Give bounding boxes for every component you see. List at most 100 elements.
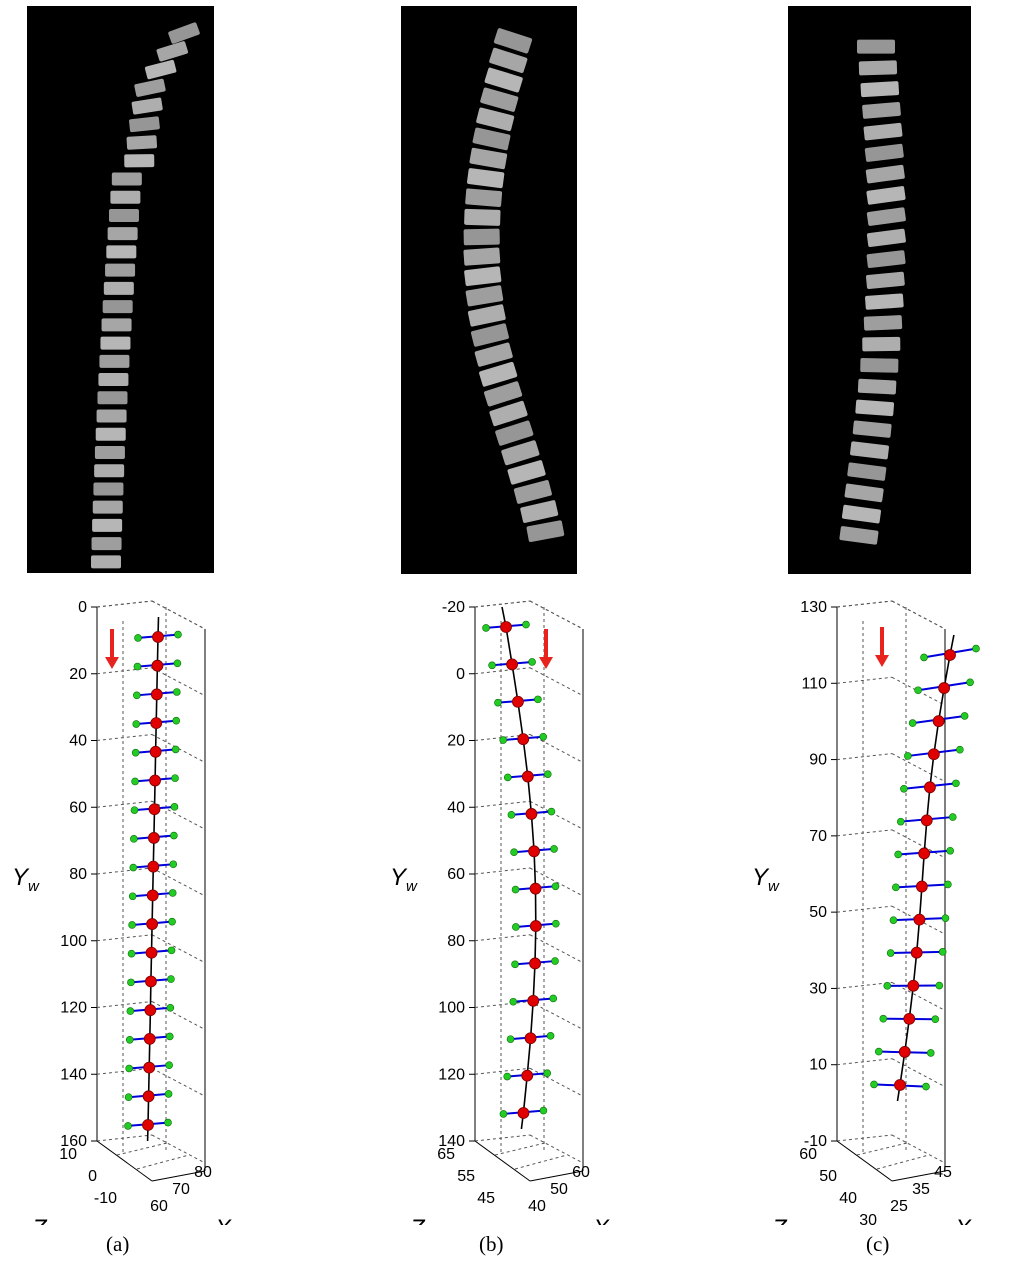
center-dot <box>915 880 928 893</box>
z-tick-label: 0 <box>88 1168 97 1185</box>
endpoint-dot <box>131 777 139 786</box>
vertebra-body <box>467 304 506 327</box>
y-axis-name: Y <box>752 864 770 891</box>
endpoint-dot <box>552 919 560 928</box>
grid-line <box>529 1134 584 1164</box>
vertebra-marker <box>503 1069 552 1082</box>
vertebra <box>467 304 506 327</box>
y-tick-label: 60 <box>447 866 465 883</box>
y-tick-label: 40 <box>447 799 465 816</box>
vertebra <box>474 342 513 367</box>
vertebra-body <box>507 460 546 485</box>
center-dot <box>528 845 540 858</box>
y-tick-label: 20 <box>447 733 465 750</box>
center-dot <box>147 860 160 873</box>
endpoint-dot <box>165 1061 173 1069</box>
endpoint-dot <box>125 1064 133 1073</box>
endpoint-dot <box>125 1035 134 1044</box>
vertebra-marker <box>131 745 180 758</box>
vertebra-body <box>852 420 892 438</box>
y-tick-label: 70 <box>809 828 827 845</box>
vertebra <box>467 168 505 189</box>
grid-line <box>891 753 946 783</box>
endpoint-dot <box>931 1015 940 1024</box>
vertebra <box>101 318 132 332</box>
vertebrae-image-b <box>463 28 565 543</box>
vertebra-body <box>94 464 125 478</box>
vertebra <box>465 188 503 208</box>
z-tick-label: 60 <box>799 1146 817 1163</box>
vertebra-marker <box>904 745 964 761</box>
vertebra-body <box>844 483 884 503</box>
endpoint-dot <box>506 1035 515 1043</box>
endpoint-dot <box>941 914 950 922</box>
grid-line <box>474 800 531 808</box>
floor-edge <box>474 1140 531 1182</box>
grid-line <box>151 667 206 697</box>
center-dot <box>521 1069 534 1082</box>
center-dot <box>146 889 159 902</box>
endpoint-dot <box>124 1093 133 1101</box>
grid-line <box>529 800 584 830</box>
y-tick-label: 100 <box>438 1000 465 1017</box>
vertebra-body <box>469 147 508 170</box>
vertebra-body <box>864 143 904 162</box>
y-tick-label: 120 <box>438 1066 465 1083</box>
vertebra <box>94 464 125 478</box>
endpoint-dot <box>509 997 518 1006</box>
vertebra-body <box>493 28 533 54</box>
grid-line <box>96 734 153 741</box>
vertebra <box>844 483 884 503</box>
vertebra <box>108 208 139 222</box>
y-tick-label: 0 <box>456 666 465 683</box>
grid-line <box>96 600 153 608</box>
x-tick-label: 60 <box>150 1198 168 1215</box>
vertebra <box>850 441 889 460</box>
center-dot <box>149 745 162 758</box>
grid-line <box>136 1154 190 1170</box>
floor-edge <box>836 1140 893 1182</box>
vertebra <box>91 555 121 569</box>
vertebra-body <box>866 228 906 248</box>
grid-line <box>836 1058 893 1066</box>
y-tick-label: 100 <box>60 933 87 950</box>
vertebra-body <box>860 81 900 98</box>
x-tick-label: 45 <box>934 1164 952 1181</box>
y-axis-sub: w <box>28 878 40 895</box>
photo-b <box>401 6 577 574</box>
grid-line <box>151 734 206 763</box>
vertebra-body <box>850 441 889 460</box>
endpoint-dot <box>539 1106 548 1115</box>
grid <box>469 600 584 1182</box>
vertebra-marker <box>131 774 179 787</box>
y-tick-label: -10 <box>804 1133 827 1150</box>
vertebra <box>857 378 897 395</box>
y-tick-label: 130 <box>800 599 827 616</box>
center-dot <box>913 913 926 926</box>
vertebra-body <box>479 361 518 387</box>
vertebra-body <box>107 227 138 241</box>
grid-line <box>474 1067 531 1075</box>
vertebra-body <box>93 482 124 496</box>
y-tick-label: 80 <box>69 866 87 883</box>
vertebra-body <box>463 228 500 246</box>
z-tick-label: -10 <box>94 1190 117 1207</box>
vertebra <box>126 135 158 150</box>
direction-arrow-head <box>105 657 119 669</box>
vertebra-marker <box>506 1032 555 1045</box>
endpoint-dot <box>952 779 960 788</box>
vertebra-body <box>470 323 509 347</box>
vertebra-body <box>489 47 528 74</box>
vertebra-marker <box>509 994 558 1007</box>
center-dot <box>907 979 920 992</box>
grid-line <box>891 981 946 1011</box>
endpoint-dot <box>128 892 137 901</box>
vertebra-body <box>96 409 127 423</box>
endpoint-dot <box>944 880 952 889</box>
endpoint-dot <box>164 1118 172 1127</box>
vertebra-body <box>99 354 130 368</box>
vertebra-body <box>484 67 523 93</box>
endpoint-dot <box>935 981 944 990</box>
vertebra-marker <box>512 919 560 932</box>
vertebra-body <box>94 445 125 459</box>
